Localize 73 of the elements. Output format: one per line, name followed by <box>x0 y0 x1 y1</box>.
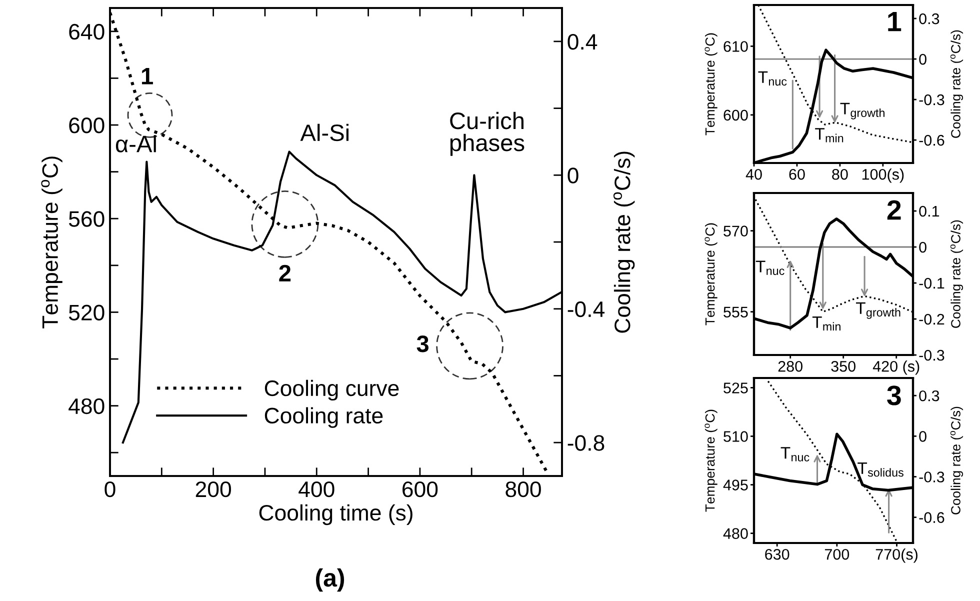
annotation: 3 <box>416 336 428 352</box>
annotation: T$_{min}$ <box>812 316 840 331</box>
y-tick-label: 555 <box>724 306 748 318</box>
annotation: T$_{nuc}$ <box>780 447 810 462</box>
annotation: 1 <box>142 68 153 84</box>
annotation: T$_{min}$ <box>815 128 844 142</box>
y-tick-label: 560 <box>68 211 104 227</box>
annotation: 1 <box>888 12 902 32</box>
x-tick-label: 280 <box>778 360 802 372</box>
text: (a) <box>316 568 344 592</box>
y2-axis-title: Cooling rate ($^{o}$C/s) <box>950 406 964 514</box>
y-tick-label: 510 <box>724 431 748 442</box>
y-tick-label: 480 <box>723 528 748 539</box>
annotation: T$_{growth}$ <box>856 302 900 319</box>
y2-tick-label: -0.3 <box>919 472 944 482</box>
x-tick-label: 60 <box>789 168 805 180</box>
y-axis-title: Temperature ($^{o}$C) <box>704 223 718 326</box>
annotation: T$_{solidus}$ <box>858 462 904 477</box>
y-tick-label: 570 <box>724 226 748 236</box>
x-tick-label: 600 <box>402 481 438 498</box>
x-axis-title: Cooling time (s) <box>259 504 412 526</box>
x-tick-label: 630 <box>765 548 790 560</box>
legend-label: Cooling rate <box>264 407 383 428</box>
y-tick-label: 600 <box>724 110 748 121</box>
y2-tick-label: 0 <box>919 54 926 65</box>
x-tick-label: 0 <box>104 481 116 498</box>
y-axis-title: Temperature ($^{o}$C) <box>704 33 718 136</box>
annotation: T$_{nuc}$ <box>756 260 784 275</box>
y-axis-title: Temperature ($^{o}$C) <box>704 410 718 512</box>
x-tick-label: 400 <box>298 481 334 498</box>
x-tick-label: 800 <box>506 481 541 498</box>
y2-tick-label: -0.1 <box>919 278 944 289</box>
y2-axis-title: Cooling rate ($^{o}$C/s) <box>950 30 964 138</box>
y-tick-label: 495 <box>723 480 748 490</box>
legend-label: Cooling curve <box>264 380 399 401</box>
x-tick-label: 200 <box>196 481 231 498</box>
y2-tick-label: -0.3 <box>919 94 944 106</box>
y2-tick-label: 0.3 <box>919 13 940 24</box>
y-tick-label: 520 <box>68 304 104 320</box>
x-tick-label: 770(s) <box>876 548 918 563</box>
y2-tick-label: 0.1 <box>919 206 940 217</box>
y2-axis-title: Cooling rate ($^{o}$C/s) <box>950 220 964 328</box>
annotation: T$_{nuc}$ <box>758 71 787 86</box>
annotation: 2 <box>887 200 901 220</box>
y2-tick-label: -0.6 <box>919 512 944 523</box>
y-axis-title: Temperature ($^{o}$C) <box>41 156 62 328</box>
y-tick-label: 600 <box>69 118 104 134</box>
y-tick-label: 610 <box>724 41 748 52</box>
x-tick-label: 420 (s) <box>872 360 920 375</box>
y2-tick-label: 0 <box>919 431 926 442</box>
y2-tick-label: 0.4 <box>568 34 598 50</box>
y-tick-label: 480 <box>68 398 104 414</box>
annotation: T$_{growth}$ <box>840 102 884 120</box>
y-tick-label: 525 <box>724 382 748 394</box>
y2-tick-label: 0.3 <box>919 390 940 402</box>
x-tick-label: 80 <box>832 168 848 180</box>
y-tick-label: 640 <box>69 24 104 40</box>
annotation: Cu-rich phases <box>450 112 524 156</box>
x-tick-label: 40 <box>746 168 762 180</box>
x-tick-label: 100(s) <box>862 168 904 183</box>
annotation: Al-Si <box>300 124 348 142</box>
x-tick-label: 700 <box>824 548 850 560</box>
annotation: α-Al <box>116 135 156 152</box>
y2-tick-label: -0.4 <box>568 301 605 318</box>
y2-tick-label: -0.3 <box>919 350 944 361</box>
y2-tick-label: -0.6 <box>919 134 944 146</box>
annotation: 3 <box>887 386 901 406</box>
y2-tick-label: -0.2 <box>919 314 944 325</box>
y2-tick-label: -0.8 <box>568 435 604 451</box>
y2-tick-label: 0 <box>919 242 926 253</box>
y2-axis-title: Cooling rate ($^{o}$C/s) <box>613 152 635 333</box>
x-tick-label: 350 <box>831 360 856 372</box>
annotation: 2 <box>279 264 291 282</box>
